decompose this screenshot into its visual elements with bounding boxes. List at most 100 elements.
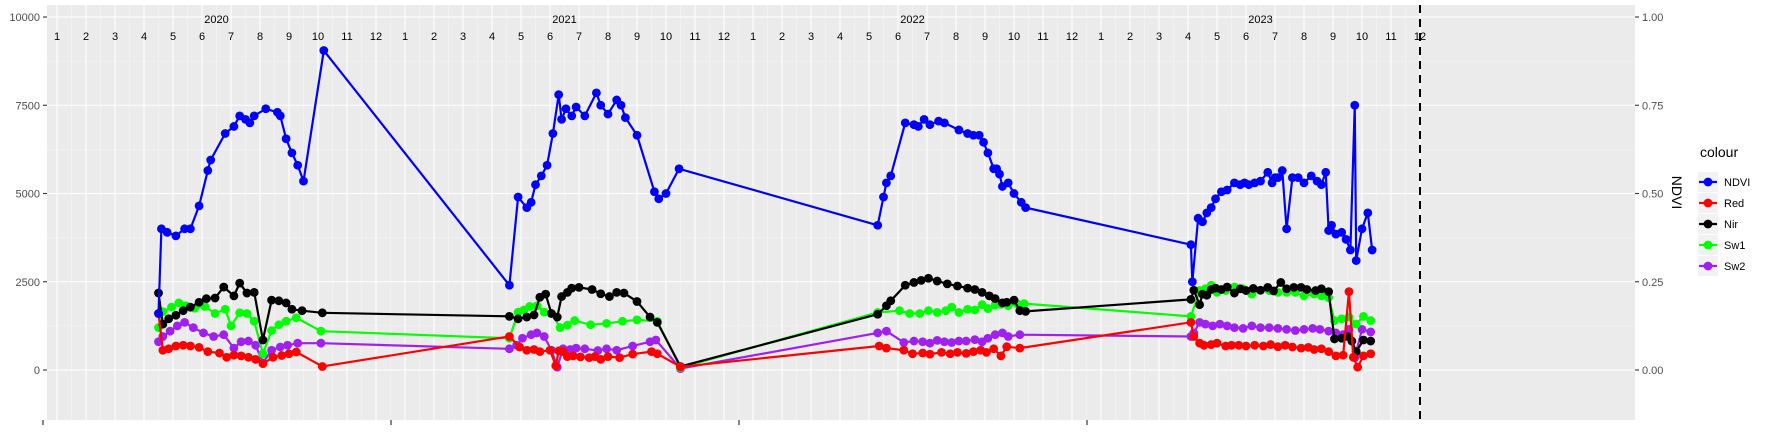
point-red <box>251 355 261 364</box>
y-left-tick-label: 0 <box>34 365 40 377</box>
point-red <box>194 343 204 352</box>
point-ndvi <box>229 122 239 131</box>
point-sw1 <box>525 302 535 311</box>
y-right-tick-label: 0.25 <box>1642 277 1663 289</box>
point-sw2 <box>1215 319 1225 329</box>
month-label: 5 <box>170 31 176 43</box>
month-label: 6 <box>895 31 901 43</box>
point-sw2 <box>925 338 935 348</box>
point-ndvi <box>1277 166 1287 175</box>
point-red <box>551 361 561 371</box>
legend-label-nir: Nir <box>1724 219 1738 231</box>
point-sw1 <box>258 349 268 359</box>
point-sw1 <box>1317 291 1326 301</box>
x-axis-labels: 1 2 3 4 5 6 7 8 9 10 11 12 1 2 3 4 5 6 7 8 9 10 11 12 1 2 3 4 5 6 7 8 9 1… <box>42 14 1426 425</box>
point-nir <box>164 314 174 324</box>
point-sw2 <box>1299 325 1309 334</box>
point-red <box>652 349 662 359</box>
point-ndvi <box>974 130 984 140</box>
month-label: 11 <box>341 31 352 43</box>
point-sw2 <box>571 343 581 353</box>
y-right-tick-label: 0.00 <box>1642 365 1663 377</box>
point-ndvi <box>531 180 540 190</box>
month-label: 12 <box>1066 31 1078 43</box>
point-ndvi <box>561 104 571 114</box>
point-nir <box>249 287 259 297</box>
point-red <box>989 344 999 354</box>
point-nir <box>1222 282 1232 292</box>
point-sw2 <box>532 328 542 338</box>
point-ndvi <box>650 187 659 197</box>
point-red <box>515 342 524 352</box>
point-sw1 <box>1359 311 1368 321</box>
point-ndvi <box>1350 100 1360 110</box>
point-ndvi <box>281 134 291 144</box>
point-sw1 <box>274 320 284 330</box>
point-sw1 <box>249 316 259 326</box>
point-nir <box>1186 295 1196 304</box>
point-red <box>1344 287 1354 297</box>
y-left-tick-label: 2500 <box>16 277 40 289</box>
point-nir <box>574 282 584 292</box>
point-sw2 <box>1308 323 1318 333</box>
point-nir <box>201 294 211 304</box>
point-sw2 <box>1015 330 1025 340</box>
point-sw2 <box>1201 319 1210 329</box>
major-gridlines <box>47 5 1635 420</box>
point-ndvi <box>983 148 993 158</box>
point-ndvi <box>186 224 195 234</box>
point-red <box>1227 340 1236 350</box>
month-label: 8 <box>257 31 263 43</box>
point-nir <box>924 273 933 283</box>
point-ndvi <box>1346 245 1355 255</box>
point-red <box>628 349 638 359</box>
point-nir <box>194 297 204 307</box>
point-red <box>603 352 613 361</box>
legend-label-sw2: Sw2 <box>1724 261 1745 273</box>
legend-marker-nir <box>1703 219 1713 229</box>
point-ndvi <box>513 192 523 202</box>
point-sw2 <box>283 340 292 350</box>
point-nir <box>632 297 642 306</box>
point-ndvi <box>220 129 230 138</box>
point-nir <box>1302 285 1312 294</box>
point-red <box>882 343 891 353</box>
point-nir <box>916 275 926 285</box>
point-ndvi <box>654 194 664 204</box>
month-label: 11 <box>1385 31 1396 43</box>
point-red <box>1189 332 1199 341</box>
point-ndvi <box>1206 203 1216 213</box>
point-sw2 <box>1264 323 1274 333</box>
point-ndvi <box>913 122 923 131</box>
point-red <box>284 349 294 359</box>
point-sw2 <box>580 344 590 354</box>
month-label: 8 <box>605 31 611 43</box>
point-sw2 <box>947 338 957 347</box>
point-sw1 <box>915 309 925 318</box>
point-ndvi <box>1009 189 1019 198</box>
month-label: 7 <box>228 31 234 43</box>
y-left-tick-label: 10000 <box>9 12 40 24</box>
point-ndvi <box>1263 167 1273 177</box>
y-right-tick-label: 0.50 <box>1642 189 1663 201</box>
point-sw2 <box>275 342 285 352</box>
month-label: 11 <box>689 31 700 43</box>
point-red <box>982 347 991 357</box>
legend-marker-sw1 <box>1703 240 1713 250</box>
point-sw1 <box>932 308 942 317</box>
point-nir <box>1002 297 1012 307</box>
point-nir <box>1269 286 1278 296</box>
series-layer <box>154 46 1377 373</box>
month-label: 3 <box>1156 31 1162 43</box>
point-red <box>1234 340 1244 350</box>
month-label: 8 <box>1301 31 1307 43</box>
point-red <box>1359 351 1368 361</box>
y-axis-right-title: NDVI <box>1669 176 1685 209</box>
point-nir <box>274 296 284 306</box>
point-nir <box>513 314 523 324</box>
point-red <box>953 347 962 357</box>
point-sw2 <box>236 337 246 347</box>
point-ndvi <box>1222 185 1232 195</box>
point-sw2 <box>1238 323 1248 333</box>
point-red <box>317 362 327 371</box>
